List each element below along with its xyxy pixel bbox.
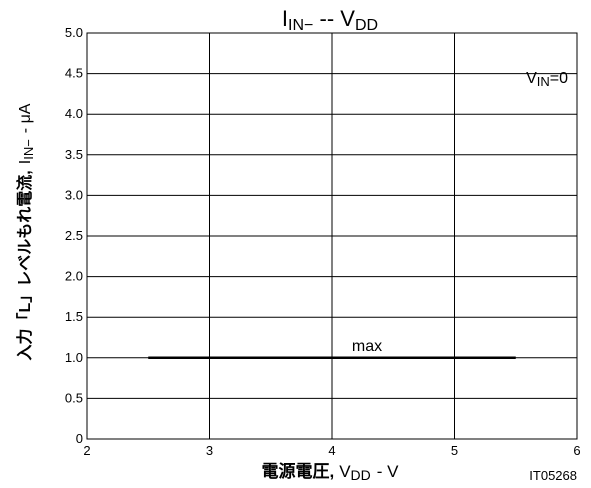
y-tick-label: 1.0 bbox=[65, 350, 83, 365]
x-axis-label: 電源電圧, VDD - V bbox=[261, 461, 399, 483]
y-tick-labels: 0 0.5 1.0 1.5 2.0 2.5 3.0 3.5 4.0 4.5 5.0 bbox=[65, 25, 83, 446]
y-tick-label: 0.5 bbox=[65, 390, 83, 405]
y-tick-label: 0 bbox=[76, 431, 83, 446]
y-tick-label: 3.0 bbox=[65, 187, 83, 202]
x-tick-label: 3 bbox=[206, 443, 213, 458]
figure-id: IT05268 bbox=[529, 468, 577, 483]
x-tick-label: 2 bbox=[83, 443, 90, 458]
x-tick-label: 4 bbox=[328, 443, 335, 458]
y-tick-label: 5.0 bbox=[65, 25, 83, 40]
y-axis-label: 入力「L」レベルもれ電流,IIN−- μA bbox=[15, 103, 36, 360]
y-tick-label: 4.5 bbox=[65, 66, 83, 81]
y-tick-label: 3.5 bbox=[65, 147, 83, 162]
series-label: max bbox=[352, 338, 382, 355]
y-tick-label: 2.0 bbox=[65, 269, 83, 284]
plot-frame bbox=[86, 32, 578, 440]
y-tick-label: 2.5 bbox=[65, 228, 83, 243]
grid-lines bbox=[86, 32, 578, 440]
series-layer: max bbox=[148, 338, 516, 360]
x-tick-labels: 2 3 4 5 6 bbox=[83, 443, 580, 458]
x-tick-label: 5 bbox=[451, 443, 458, 458]
x-tick-label: 6 bbox=[573, 443, 580, 458]
y-tick-label: 4.0 bbox=[65, 106, 83, 121]
y-tick-label: 1.5 bbox=[65, 309, 83, 324]
condition-label: VIN=0 bbox=[526, 70, 568, 89]
chart-title: IIN− -- VDD bbox=[282, 6, 378, 34]
